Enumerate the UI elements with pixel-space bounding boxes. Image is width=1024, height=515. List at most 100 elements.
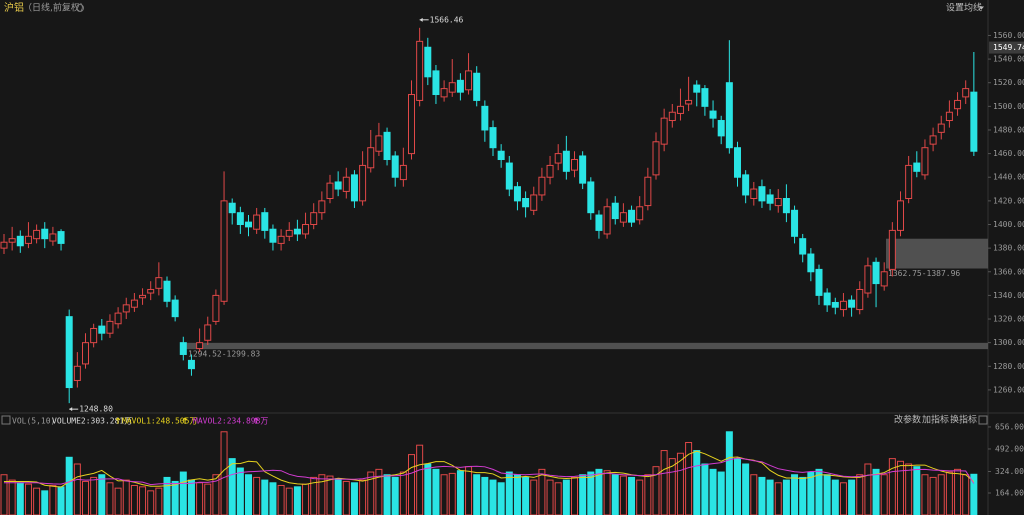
- volume-bar: [725, 431, 733, 515]
- volume-bar: [155, 487, 163, 515]
- volume-bar: [456, 470, 464, 515]
- panel-button[interactable]: 加指标: [922, 414, 949, 426]
- annotation-arrowhead: [419, 17, 423, 22]
- candle-body: [644, 176, 652, 207]
- candle-body: [538, 176, 546, 196]
- symbol-title[interactable]: 沪铝: [4, 1, 24, 14]
- candle-body: [49, 233, 57, 242]
- y-tick-label: 1320.00: [993, 315, 1024, 324]
- candle-body: [245, 221, 252, 228]
- candle-body: [676, 105, 684, 114]
- candle-body: [856, 288, 864, 311]
- volume-bar: [888, 458, 896, 515]
- y-tick-label: 656.00: [995, 422, 1024, 431]
- volume-bar: [82, 480, 89, 515]
- candle-body: [277, 235, 285, 244]
- candle-body: [497, 150, 505, 161]
- candle-body: [16, 235, 24, 247]
- help-icon[interactable]: [1, 415, 11, 425]
- candle-body: [701, 88, 709, 107]
- candle-body: [383, 131, 391, 161]
- volume-bar: [831, 479, 839, 515]
- volume-bar: [285, 487, 293, 515]
- candle-body: [554, 153, 562, 164]
- candle-body: [399, 164, 407, 181]
- y-tick-label: 1260.00: [993, 385, 1024, 394]
- candle-body: [734, 147, 741, 178]
- candle-body: [864, 265, 872, 294]
- legend-arrow: [182, 417, 188, 424]
- last-price: 1549.74: [993, 43, 1024, 52]
- price-zone: [886, 238, 988, 269]
- ma-line: [4, 450, 975, 488]
- settings-icon[interactable]: [76, 4, 84, 12]
- y-tick-label: 1380.00: [993, 244, 1024, 253]
- candle-body: [774, 198, 782, 207]
- volume-bar: [293, 486, 301, 515]
- candle-body: [571, 159, 578, 171]
- candle-body: [122, 304, 130, 313]
- y-tick-label: 1520.00: [993, 78, 1024, 87]
- candle-body: [350, 174, 358, 202]
- y-tick-label: 1500.00: [993, 102, 1024, 111]
- volume-bar: [16, 482, 24, 515]
- candle-body: [481, 105, 489, 131]
- panel-button[interactable]: 换指标: [950, 414, 977, 426]
- volume-bar: [750, 474, 758, 515]
- candle-body: [285, 229, 293, 237]
- close-icon[interactable]: [978, 415, 988, 425]
- volume-bar: [220, 431, 228, 515]
- volume-label: VOLUME2:303.281万: [52, 417, 132, 426]
- candle-body: [652, 141, 660, 176]
- volume-bar: [546, 479, 554, 515]
- volume-bar: [530, 479, 538, 515]
- candle-body: [73, 365, 81, 381]
- candle-body: [204, 324, 212, 341]
- volume-bar: [774, 482, 782, 515]
- candle-body: [628, 209, 636, 223]
- volume-bar: [106, 482, 114, 515]
- volume-bar: [147, 490, 155, 515]
- candle-body: [24, 235, 32, 244]
- volume-bar: [0, 474, 8, 515]
- volume-bar: [163, 476, 171, 515]
- candle-body: [171, 299, 179, 318]
- y-tick-label: 1540.00: [993, 55, 1024, 64]
- panel-button[interactable]: 改参数: [894, 414, 921, 426]
- volume-bar: [489, 479, 497, 515]
- candle-body: [253, 214, 261, 230]
- volume-bar: [171, 480, 179, 515]
- volume-bar: [954, 468, 962, 515]
- volume-bar: [359, 479, 367, 515]
- volume-bar: [432, 468, 440, 515]
- candle-body: [326, 182, 334, 200]
- candle-body: [791, 209, 799, 237]
- candle-body: [717, 120, 725, 137]
- volume-bar: [611, 474, 619, 515]
- candle-body: [513, 186, 521, 202]
- menu-caret: [979, 6, 984, 10]
- volume-bar: [839, 482, 847, 515]
- annotation-label: 1566.46: [430, 15, 464, 24]
- candle-body: [823, 292, 831, 306]
- candle-body: [310, 212, 318, 225]
- volume-bar: [668, 458, 676, 515]
- volume-bar: [595, 468, 603, 515]
- volume-bar: [399, 471, 407, 515]
- candle-body: [831, 301, 839, 308]
- candle-body: [65, 316, 73, 389]
- volume-bar: [269, 482, 277, 515]
- candle-body: [220, 200, 228, 302]
- ma-menu[interactable]: 设置均线: [946, 2, 982, 14]
- candle-body: [897, 200, 904, 231]
- candle-body: [929, 135, 937, 145]
- candle-body: [375, 135, 383, 152]
- volume-title: VOL(5,10): [12, 417, 55, 426]
- candle-body: [33, 229, 41, 240]
- volume-bar: [277, 484, 285, 515]
- volume-bar: [342, 480, 350, 515]
- legend-entry: MAVOL2:234.898万: [193, 417, 268, 426]
- volume-bar: [236, 467, 244, 515]
